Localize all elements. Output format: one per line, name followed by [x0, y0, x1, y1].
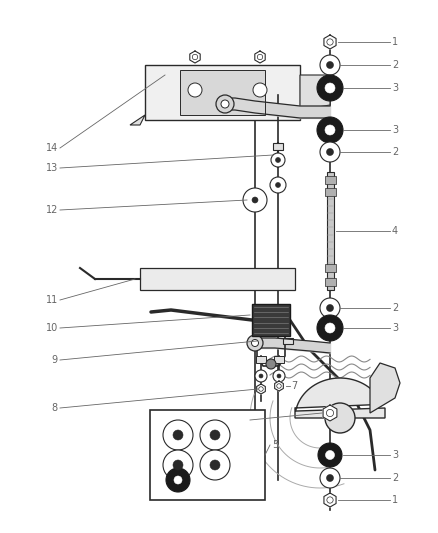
Circle shape — [276, 157, 280, 163]
Bar — [256, 356, 266, 363]
Polygon shape — [295, 378, 385, 418]
Circle shape — [271, 153, 285, 167]
Circle shape — [320, 55, 340, 75]
Circle shape — [273, 370, 285, 382]
Bar — [249, 338, 259, 344]
Polygon shape — [190, 51, 200, 63]
Polygon shape — [255, 51, 265, 63]
Circle shape — [325, 125, 335, 135]
Circle shape — [163, 420, 193, 450]
Circle shape — [320, 142, 340, 162]
Bar — [283, 338, 293, 344]
Circle shape — [259, 374, 263, 378]
Circle shape — [317, 75, 343, 101]
Bar — [325, 278, 336, 286]
Circle shape — [255, 370, 267, 382]
Circle shape — [270, 177, 286, 193]
Bar — [273, 143, 283, 150]
Circle shape — [174, 476, 182, 484]
Bar — [325, 176, 336, 184]
Circle shape — [325, 450, 335, 459]
Bar — [327, 172, 334, 290]
Text: 7: 7 — [291, 381, 297, 391]
Polygon shape — [275, 381, 283, 391]
FancyBboxPatch shape — [140, 268, 295, 290]
Bar — [325, 188, 336, 196]
Circle shape — [326, 149, 333, 156]
Circle shape — [325, 83, 335, 93]
Circle shape — [173, 460, 183, 470]
Text: 13: 13 — [46, 163, 58, 173]
Polygon shape — [257, 384, 265, 394]
Circle shape — [200, 450, 230, 480]
Circle shape — [243, 188, 267, 212]
Polygon shape — [300, 75, 330, 110]
Bar — [150, 410, 265, 500]
Circle shape — [163, 450, 193, 480]
Bar — [252, 304, 290, 336]
Polygon shape — [324, 493, 336, 507]
Circle shape — [188, 83, 202, 97]
Text: 2: 2 — [392, 147, 398, 157]
Circle shape — [247, 335, 263, 351]
Text: 3: 3 — [392, 83, 398, 93]
Circle shape — [200, 420, 230, 450]
Text: 2: 2 — [392, 60, 398, 70]
Circle shape — [210, 430, 220, 440]
Text: 14: 14 — [46, 143, 58, 153]
FancyBboxPatch shape — [145, 65, 300, 120]
Circle shape — [326, 61, 333, 69]
Polygon shape — [370, 363, 400, 413]
Circle shape — [253, 83, 267, 97]
Text: 11: 11 — [46, 295, 58, 305]
Bar — [325, 264, 336, 272]
Circle shape — [173, 430, 183, 440]
Text: 5: 5 — [272, 440, 278, 450]
Circle shape — [210, 460, 220, 470]
Circle shape — [320, 468, 340, 488]
Text: 1: 1 — [392, 37, 398, 47]
Polygon shape — [323, 405, 337, 421]
Circle shape — [251, 340, 258, 346]
Bar — [274, 356, 284, 363]
Text: 12: 12 — [46, 205, 58, 215]
Text: 8: 8 — [52, 403, 58, 413]
Circle shape — [325, 323, 335, 333]
Text: 4: 4 — [392, 226, 398, 236]
Text: 3: 3 — [392, 323, 398, 333]
Circle shape — [252, 197, 258, 203]
Circle shape — [317, 117, 343, 143]
Text: 10: 10 — [46, 323, 58, 333]
Polygon shape — [130, 115, 145, 125]
Circle shape — [320, 298, 340, 318]
Text: 3: 3 — [392, 450, 398, 460]
Circle shape — [318, 443, 342, 467]
Circle shape — [277, 374, 281, 378]
Text: 2: 2 — [392, 473, 398, 483]
Circle shape — [216, 95, 234, 113]
Text: 9: 9 — [52, 355, 58, 365]
Circle shape — [221, 100, 229, 108]
Polygon shape — [324, 35, 336, 49]
Circle shape — [326, 474, 333, 481]
Circle shape — [325, 403, 355, 433]
Circle shape — [166, 468, 190, 492]
Bar — [180, 70, 265, 115]
Circle shape — [276, 182, 280, 188]
Circle shape — [317, 315, 343, 341]
Text: 6: 6 — [242, 415, 248, 425]
Text: 1: 1 — [392, 495, 398, 505]
Circle shape — [326, 304, 333, 311]
Text: 2: 2 — [392, 303, 398, 313]
Circle shape — [266, 359, 276, 369]
Text: 3: 3 — [392, 125, 398, 135]
